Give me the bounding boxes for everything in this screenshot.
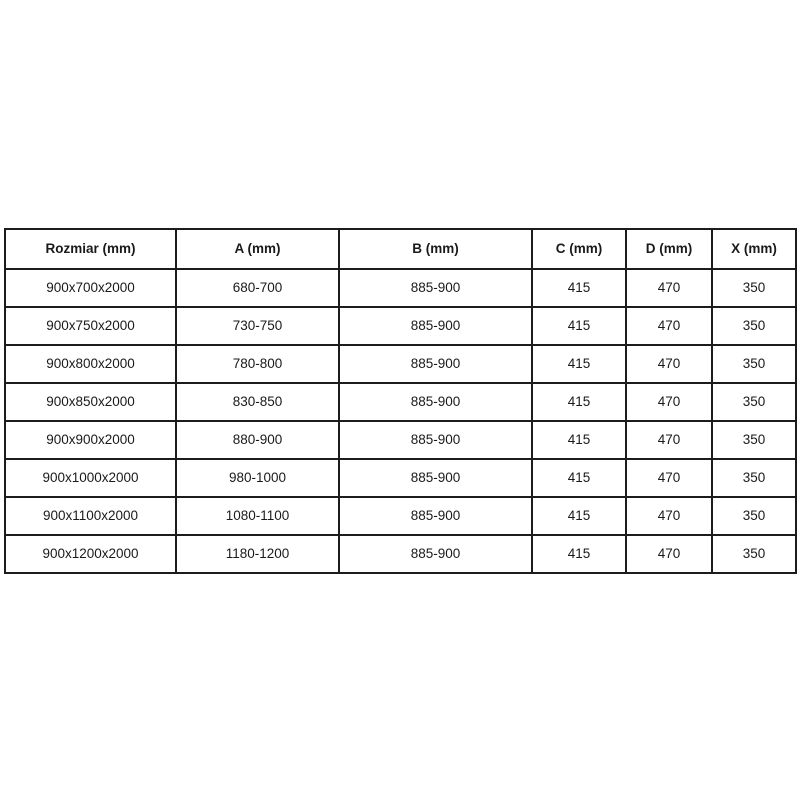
table-cell: 470: [625, 382, 713, 422]
table-cell: 470: [625, 268, 713, 308]
table-cell: 350: [711, 306, 797, 346]
table-cell: 900x750x2000: [4, 306, 177, 346]
table-cell: 350: [711, 420, 797, 460]
table-cell: 470: [625, 306, 713, 346]
column-header: D (mm): [625, 228, 713, 270]
table-cell: 880-900: [175, 420, 340, 460]
table-cell: 885-900: [338, 344, 533, 384]
table-cell: 415: [531, 344, 627, 384]
table-cell: 900x800x2000: [4, 344, 177, 384]
table-cell: 470: [625, 534, 713, 574]
table-cell: 350: [711, 344, 797, 384]
table-cell: 415: [531, 458, 627, 498]
table-cell: 900x900x2000: [4, 420, 177, 460]
table-row: 900x900x2000 880-900 885-900 415 470 350: [4, 420, 797, 460]
table-row: 900x750x2000 730-750 885-900 415 470 350: [4, 306, 797, 346]
table-cell: 415: [531, 534, 627, 574]
table-cell: 350: [711, 496, 797, 536]
table-row: 900x850x2000 830-850 885-900 415 470 350: [4, 382, 797, 422]
table-cell: 1180-1200: [175, 534, 340, 574]
table-cell: 415: [531, 420, 627, 460]
table-row: 900x800x2000 780-800 885-900 415 470 350: [4, 344, 797, 384]
column-header: A (mm): [175, 228, 340, 270]
table-cell: 885-900: [338, 534, 533, 574]
table-cell: 1080-1100: [175, 496, 340, 536]
table-cell: 415: [531, 496, 627, 536]
table-cell: 350: [711, 458, 797, 498]
table-cell: 980-1000: [175, 458, 340, 498]
column-header: Rozmiar (mm): [4, 228, 177, 270]
table-cell: 415: [531, 268, 627, 308]
table-cell: 885-900: [338, 382, 533, 422]
table-cell: 415: [531, 382, 627, 422]
table-row: 900x1100x2000 1080-1100 885-900 415 470 350: [4, 496, 797, 536]
table-cell: 885-900: [338, 458, 533, 498]
table-cell: 730-750: [175, 306, 340, 346]
table-row: 900x1200x2000 1180-1200 885-900 415 470 350: [4, 534, 797, 574]
column-header: B (mm): [338, 228, 533, 270]
table-cell: 350: [711, 382, 797, 422]
table-cell: 470: [625, 458, 713, 498]
table-cell: 680-700: [175, 268, 340, 308]
table-cell: 900x1200x2000: [4, 534, 177, 574]
table-cell: 350: [711, 268, 797, 308]
table-cell: 900x1000x2000: [4, 458, 177, 498]
table-cell: 900x850x2000: [4, 382, 177, 422]
table-body: 900x700x2000 680-700 885-900 415 470 350 900x7…: [4, 268, 797, 574]
size-spec-table: Rozmiar (mm) A (mm) B (mm) C (mm) D (mm) X (m…: [4, 228, 797, 574]
table-cell: 885-900: [338, 496, 533, 536]
table-cell: 900x1100x2000: [4, 496, 177, 536]
size-spec-table-container: Rozmiar (mm) A (mm) B (mm) C (mm) D (mm) X (m…: [4, 228, 797, 574]
table-cell: 830-850: [175, 382, 340, 422]
table-cell: 470: [625, 496, 713, 536]
table-cell: 885-900: [338, 268, 533, 308]
table-cell: 885-900: [338, 420, 533, 460]
table-cell: 780-800: [175, 344, 340, 384]
column-header: C (mm): [531, 228, 627, 270]
table-cell: 470: [625, 420, 713, 460]
table-cell: 415: [531, 306, 627, 346]
table-header-row: Rozmiar (mm) A (mm) B (mm) C (mm) D (mm) X (m…: [4, 228, 797, 270]
table-cell: 350: [711, 534, 797, 574]
table-cell: 885-900: [338, 306, 533, 346]
table-row: 900x1000x2000 980-1000 885-900 415 470 350: [4, 458, 797, 498]
table-cell: 900x700x2000: [4, 268, 177, 308]
column-header: X (mm): [711, 228, 797, 270]
table-cell: 470: [625, 344, 713, 384]
table-row: 900x700x2000 680-700 885-900 415 470 350: [4, 268, 797, 308]
